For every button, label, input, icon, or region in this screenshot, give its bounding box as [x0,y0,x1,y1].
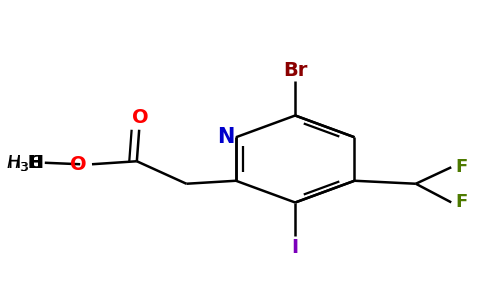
Text: F: F [455,158,467,176]
Text: H: H [28,154,43,172]
Text: F: F [455,194,467,211]
Text: O: O [132,108,149,127]
Text: I: I [292,238,299,257]
Text: H: H [28,154,43,172]
Text: O: O [70,155,86,174]
Text: H: H [29,154,44,172]
Text: $\mathregular{H_3C}$: $\mathregular{H_3C}$ [7,153,43,173]
Text: N: N [217,127,234,147]
Text: $H_3C$: $H_3C$ [6,153,43,173]
Text: Br: Br [283,61,307,80]
